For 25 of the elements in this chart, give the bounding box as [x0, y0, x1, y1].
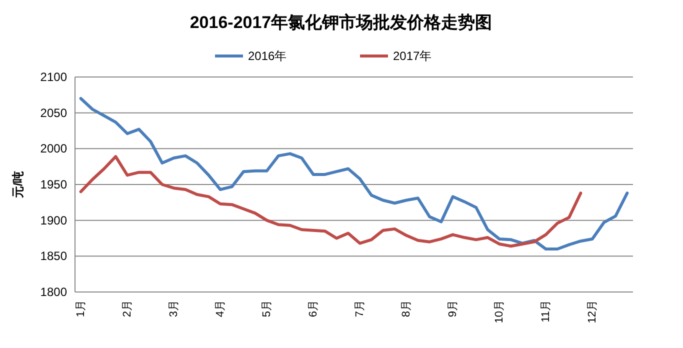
- line-series: [79, 97, 629, 250]
- x-tick-label: 3月: [168, 300, 180, 318]
- x-tick-label: 7月: [354, 300, 366, 318]
- x-tick-label: 9月: [446, 300, 459, 318]
- x-tick-label: 2月: [121, 300, 134, 318]
- y-tick-label: 2100: [40, 70, 68, 84]
- x-tick-label: 12月: [586, 300, 598, 324]
- y-tick-label: 2050: [40, 106, 68, 120]
- x-tick-label: 10月: [493, 300, 506, 324]
- title: 2016-2017年氯化钾市场批发价格走势图: [190, 13, 492, 32]
- y-tick-label: 1900: [40, 213, 68, 228]
- y-tick-label: 1800: [40, 285, 68, 299]
- y-tick-label: 1850: [40, 249, 68, 264]
- x-tick-label: 1月: [74, 300, 87, 318]
- y-tick-label: 1950: [40, 178, 68, 192]
- x-tick-label: 6月: [307, 300, 320, 318]
- legend-label: 2016年: [248, 49, 287, 63]
- y-tick-label: 2000: [40, 142, 68, 156]
- legend-label: 2017年: [393, 49, 432, 63]
- x-tick-label: 8月: [400, 300, 412, 318]
- y-axis-title: 元/吨: [11, 170, 25, 200]
- x-tick-label: 11月: [540, 300, 552, 322]
- x-tick-label: 5月: [260, 300, 273, 318]
- x-tick-label: 4月: [214, 300, 226, 318]
- line-series: [79, 155, 582, 248]
